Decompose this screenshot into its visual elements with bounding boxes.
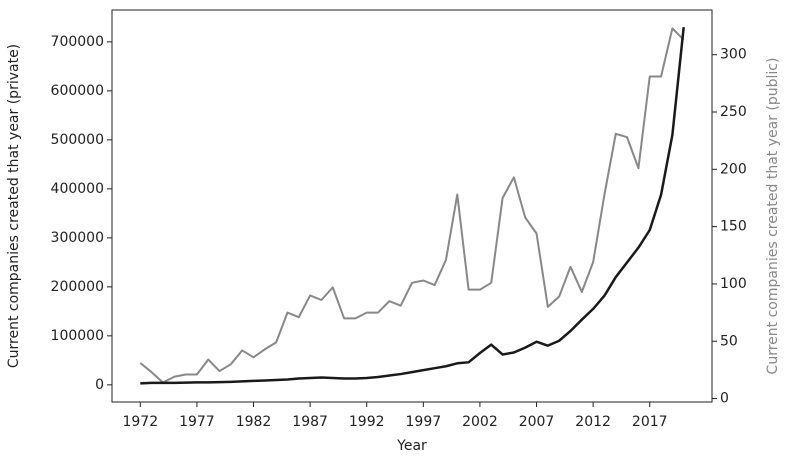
x-tick-label: 1987 [292, 414, 328, 430]
series-line [139, 27, 685, 384]
x-tick-label: 1997 [406, 414, 442, 430]
y-tick-label: 600000 [51, 83, 104, 99]
plot-frame [111, 9, 713, 403]
y-axis-label: Current companies created that year (pri… [6, 44, 22, 368]
y2-tick-label: 100 [720, 276, 747, 292]
y-tick-label: 200000 [51, 279, 104, 295]
x-tick-label: 2012 [575, 414, 611, 430]
y-tick-label: 500000 [51, 132, 104, 148]
y2-tick-label: 200 [720, 161, 747, 177]
x-axis-label: Year [396, 438, 427, 454]
series-line [140, 27, 685, 385]
x-tick-label: 2017 [632, 414, 668, 430]
y2-tick-label: 0 [720, 391, 729, 407]
x-tick-label: 2007 [519, 414, 555, 430]
y2-tick-label: 300 [720, 47, 747, 63]
x-tick-label: 1972 [122, 414, 158, 430]
y-tick-label: 700000 [51, 34, 104, 50]
y2-tick-label: 250 [720, 104, 747, 120]
y-tick-label: 400000 [51, 181, 104, 197]
y2-tick-label: 150 [720, 219, 747, 235]
x-tick-label: 2002 [462, 414, 498, 430]
x-tick-label: 1992 [349, 414, 385, 430]
x-tick-label: 1982 [236, 414, 272, 430]
x-tick-label: 1977 [179, 414, 215, 430]
y2-axis-label: Current companies created that year (pub… [765, 58, 781, 375]
y-tick-label: 300000 [51, 230, 104, 246]
y2-tick-label: 50 [720, 333, 738, 349]
y-tick-label: 100000 [51, 328, 104, 344]
y-tick-label: 0 [95, 377, 104, 393]
